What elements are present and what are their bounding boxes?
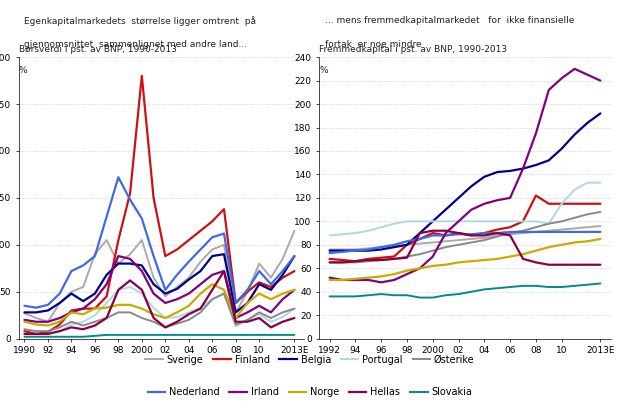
Text: Børsverdi i pst. av BNP, 1990-2013: Børsverdi i pst. av BNP, 1990-2013 xyxy=(19,45,177,54)
Text: %: % xyxy=(19,66,27,75)
Text: ... mens fremmedkapitalmarkedet   for  ikke finansielle: ... mens fremmedkapitalmarkedet for ikke… xyxy=(325,16,575,25)
Text: %: % xyxy=(319,66,328,75)
Text: Fremmedkapital i pst. av BNP, 1990-2013: Fremmedkapital i pst. av BNP, 1990-2013 xyxy=(319,45,507,54)
Text: fortak  er noe mindre: fortak er noe mindre xyxy=(325,40,422,49)
Legend: Nederland, Irland, Norge, Hellas, Slovakia: Nederland, Irland, Norge, Hellas, Slovak… xyxy=(144,384,476,401)
Text: gjennomsnittet  sammenlignet med andre land...: gjennomsnittet sammenlignet med andre la… xyxy=(24,40,247,49)
Legend: Sverige, Finland, Belgia, Portugal, Østerike: Sverige, Finland, Belgia, Portugal, Øste… xyxy=(141,351,479,368)
Text: Egenkapitalmarkedets  størrelse ligger omtrent  på: Egenkapitalmarkedets størrelse ligger om… xyxy=(24,16,256,26)
